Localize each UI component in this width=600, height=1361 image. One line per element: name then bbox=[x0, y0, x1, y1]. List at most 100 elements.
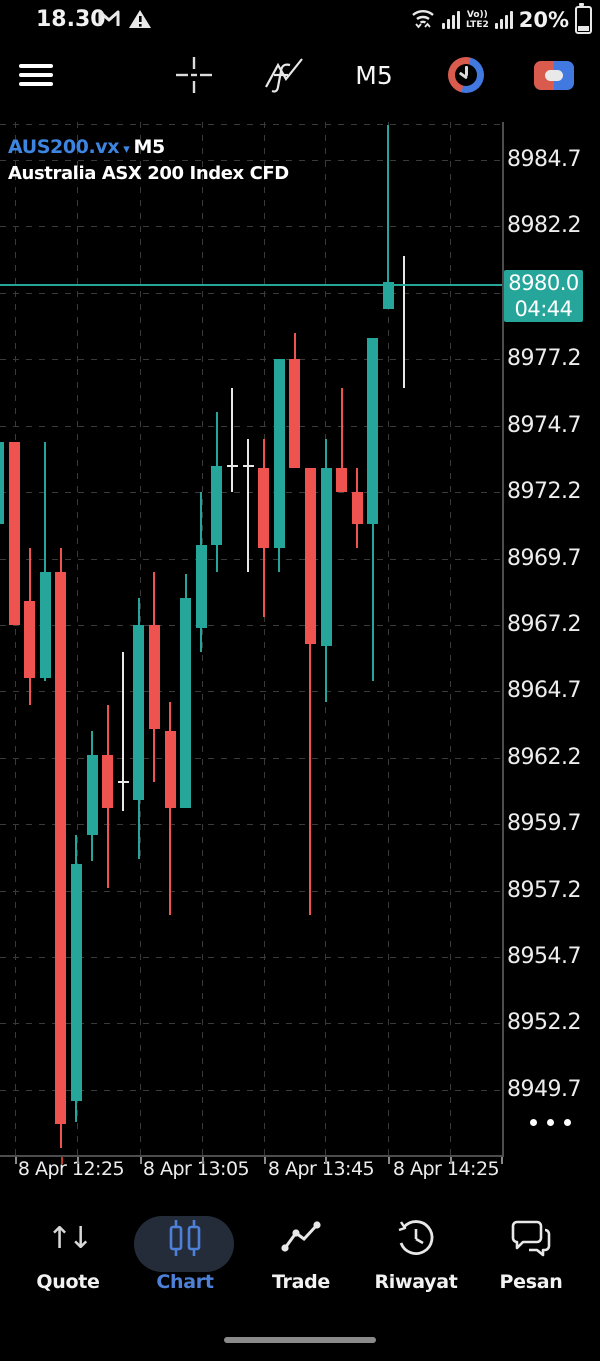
h-gridline bbox=[0, 558, 502, 560]
x-axis-tick bbox=[77, 1157, 79, 1164]
h-gridline bbox=[0, 226, 502, 228]
h-gridline bbox=[0, 624, 502, 626]
indicators-button[interactable] bbox=[260, 44, 308, 106]
candle-body bbox=[320, 468, 332, 647]
v-gridline bbox=[15, 122, 16, 1155]
h-gridline bbox=[0, 159, 502, 161]
timeframe-label: M5 bbox=[355, 60, 393, 90]
menu-button[interactable] bbox=[14, 44, 58, 106]
y-axis-label: 8949.7 bbox=[507, 1076, 581, 1102]
h-gridline bbox=[0, 124, 502, 125]
x-axis-tick bbox=[325, 1157, 327, 1164]
y-axis-label: 8962.2 bbox=[507, 744, 581, 770]
x-axis-label: 8 Apr 14:25 bbox=[392, 1158, 500, 1180]
x-axis-label: 8 Apr 13:45 bbox=[267, 1158, 375, 1180]
objects-clock-icon bbox=[448, 57, 484, 93]
candle-body bbox=[180, 598, 192, 809]
candle-body bbox=[304, 468, 316, 644]
h-gridline bbox=[0, 957, 502, 959]
v-gridline bbox=[264, 122, 265, 1155]
h-gridline bbox=[0, 292, 502, 294]
network-type-label: Vo)) LTE2 bbox=[465, 10, 489, 30]
battery-icon bbox=[575, 3, 592, 34]
symbol-description: Australia ASX 200 Index CFD bbox=[8, 163, 289, 184]
y-axis-label: 8972.2 bbox=[507, 479, 581, 505]
nav-item-pesan[interactable]: Pesan bbox=[473, 1205, 589, 1293]
candle-body bbox=[195, 545, 207, 628]
nav-item-trade[interactable]: Trade bbox=[243, 1205, 359, 1293]
candle-body bbox=[382, 282, 394, 309]
candle-wick bbox=[340, 388, 343, 493]
badge-time: 04:44 bbox=[514, 296, 573, 321]
chart-toolbar: M5 bbox=[0, 44, 600, 106]
y-axis-label: 8954.7 bbox=[507, 944, 581, 970]
x-axis-label: 8 Apr 12:25 bbox=[17, 1158, 125, 1180]
h-gridline bbox=[0, 492, 502, 494]
x-axis-tick bbox=[264, 1157, 266, 1164]
candle-body bbox=[242, 464, 254, 468]
badge-price: 8980.0 bbox=[508, 270, 579, 295]
hamburger-icon bbox=[19, 59, 53, 91]
v-gridline bbox=[388, 122, 389, 1155]
symbol-timeframe: M5 bbox=[133, 136, 166, 158]
candle-wick bbox=[387, 125, 390, 309]
current-price-line bbox=[0, 283, 502, 286]
candle-body bbox=[336, 468, 348, 493]
candle-body bbox=[367, 338, 379, 524]
candle-body bbox=[117, 780, 129, 784]
buy-sell-panel-icon bbox=[534, 60, 574, 90]
x-axis-tick bbox=[140, 1157, 142, 1164]
candle-body bbox=[133, 624, 145, 801]
trade-trend-icon bbox=[281, 1221, 321, 1252]
history-clock-icon bbox=[398, 1220, 434, 1255]
x-axis-tick bbox=[202, 1157, 204, 1164]
x-axis-tick bbox=[388, 1157, 390, 1164]
chart-more-button[interactable] bbox=[530, 1112, 582, 1132]
y-axis-label: 8974.7 bbox=[507, 412, 581, 438]
crosshair-button[interactable] bbox=[170, 44, 218, 106]
candle-body bbox=[351, 492, 363, 524]
current-price-badge: 8980.0 04:44 bbox=[504, 269, 583, 322]
active-tab-pill bbox=[134, 1216, 234, 1272]
h-gridline bbox=[0, 757, 502, 759]
h-gridline bbox=[0, 890, 502, 892]
wifi-icon bbox=[410, 7, 436, 33]
status-bar: 18.30 Vo)) LTE2 20% bbox=[0, 0, 600, 40]
nav-item-quote[interactable]: ↑↓ Quote bbox=[36, 1220, 100, 1294]
candle-body bbox=[70, 864, 82, 1101]
candle-body bbox=[24, 601, 36, 679]
home-indicator[interactable] bbox=[224, 1337, 376, 1343]
objects-button[interactable] bbox=[446, 44, 486, 106]
indicators-icon bbox=[265, 58, 303, 93]
candle-body bbox=[258, 468, 270, 548]
h-gridline bbox=[0, 359, 502, 361]
x-axis-tick bbox=[450, 1157, 452, 1164]
candle-body bbox=[226, 464, 238, 468]
nav-item-riwayat[interactable]: Riwayat bbox=[358, 1205, 474, 1293]
gmail-icon bbox=[98, 9, 120, 31]
x-axis-tick bbox=[501, 1157, 503, 1164]
y-axis-label: 8982.2 bbox=[507, 213, 581, 239]
y-axis-label: 8967.2 bbox=[507, 611, 581, 637]
timeframe-button[interactable]: M5 bbox=[348, 44, 400, 106]
nav-item-chart[interactable]: Chart bbox=[127, 1205, 243, 1293]
y-axis-label: 8957.2 bbox=[507, 877, 581, 903]
candle-wick bbox=[231, 388, 234, 493]
symbol-name: AUS200.vx bbox=[8, 136, 120, 158]
bottom-navigation: ↑↓ Quote Chart Trade bbox=[0, 1205, 600, 1315]
h-gridline bbox=[0, 1089, 502, 1091]
candle-body bbox=[102, 755, 114, 809]
trade-panel-button[interactable] bbox=[532, 44, 576, 106]
v-gridline bbox=[202, 122, 203, 1155]
y-axis-label: 8984.7 bbox=[507, 146, 581, 172]
x-axis-tick-red bbox=[61, 1157, 63, 1164]
messages-icon bbox=[511, 1220, 551, 1257]
candle-wick bbox=[403, 255, 405, 389]
crosshair-icon bbox=[176, 57, 212, 93]
candle-body bbox=[148, 624, 160, 729]
symbol-row[interactable]: AUS200.vx ▾ M5 bbox=[8, 136, 165, 158]
v-gridline bbox=[450, 122, 451, 1155]
candlestick-chart[interactable] bbox=[0, 122, 504, 1157]
quote-arrows-icon: ↑↓ bbox=[46, 1220, 93, 1256]
v-gridline bbox=[77, 122, 78, 1155]
